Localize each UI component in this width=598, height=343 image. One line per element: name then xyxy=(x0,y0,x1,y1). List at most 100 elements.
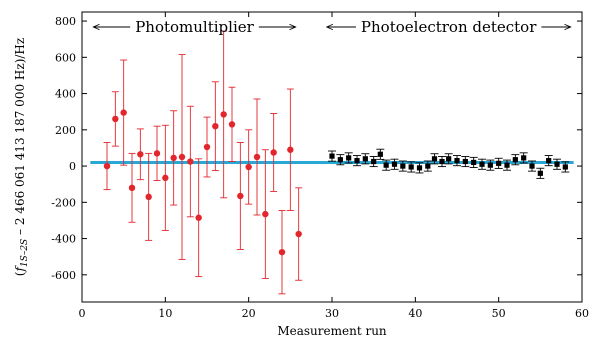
marker-circle xyxy=(278,248,286,256)
marker-circle xyxy=(228,121,236,128)
data-point xyxy=(503,159,511,171)
marker-square xyxy=(504,162,510,168)
data-point xyxy=(444,153,453,165)
x-axis-label: Measurement run xyxy=(277,324,387,338)
data-point xyxy=(236,142,244,250)
data-point xyxy=(407,161,416,173)
marker-square xyxy=(529,163,535,169)
data-point xyxy=(553,158,561,170)
y-tick-label: -600 xyxy=(51,269,76,282)
data-point xyxy=(461,156,470,168)
marker-square xyxy=(546,158,552,164)
marker-circle xyxy=(253,153,261,161)
data-point xyxy=(511,154,520,166)
region: Photomultiplier xyxy=(93,18,295,36)
marker-square xyxy=(362,156,368,162)
marker-square xyxy=(521,155,527,161)
data-point xyxy=(328,150,336,162)
marker-circle xyxy=(145,193,152,201)
marker-square xyxy=(454,158,460,164)
y-tick-label: -400 xyxy=(51,233,76,246)
y-tick-label: 200 xyxy=(55,124,76,137)
marker-square xyxy=(371,158,377,165)
data-point xyxy=(561,161,570,173)
x-tick-label: 10 xyxy=(158,307,172,320)
data-point xyxy=(161,124,169,231)
data-point xyxy=(376,148,385,160)
data-point xyxy=(220,30,228,199)
data-point xyxy=(170,110,178,206)
marker-square xyxy=(471,159,477,166)
marker-square xyxy=(400,163,406,169)
data-point xyxy=(145,152,153,241)
data-point xyxy=(195,158,203,278)
x-tick-label: 20 xyxy=(242,307,256,320)
region: Photoelectron detector xyxy=(327,18,571,36)
marker-square xyxy=(487,162,493,168)
region-label: Photoelectron detector xyxy=(361,18,537,36)
marker-square xyxy=(416,165,423,171)
marker-circle xyxy=(287,146,294,153)
data-point xyxy=(494,157,503,169)
marker-square xyxy=(431,156,438,162)
data-point xyxy=(486,159,495,171)
marker-circle xyxy=(120,109,127,116)
y-axis-label-rest: – 2 466 061 413 187 000 Hz)/Hz xyxy=(13,38,27,239)
data-point xyxy=(398,160,407,172)
data-point xyxy=(186,105,194,218)
y-tick-label: -200 xyxy=(51,196,76,209)
data-point xyxy=(286,88,294,211)
data-point xyxy=(120,59,128,166)
data-point xyxy=(203,116,211,178)
marker-circle xyxy=(195,214,202,221)
marker-square xyxy=(346,155,352,161)
y-axis-label-subscript: 1S–2S xyxy=(20,239,30,267)
marker-square xyxy=(354,158,360,164)
marker-circle xyxy=(270,149,277,156)
data-point xyxy=(438,156,446,168)
marker-circle xyxy=(178,153,186,161)
x-tick-label: 60 xyxy=(575,307,589,320)
plot-area xyxy=(90,30,574,295)
marker-circle xyxy=(153,150,161,157)
data-point xyxy=(369,156,378,168)
marker-square xyxy=(337,157,343,163)
data-point xyxy=(453,155,461,167)
data-point xyxy=(361,153,370,165)
marker-square xyxy=(462,158,468,165)
data-point xyxy=(469,156,478,168)
data-point xyxy=(415,162,424,174)
marker-square xyxy=(496,160,502,166)
marker-circle xyxy=(137,151,144,158)
data-point xyxy=(111,91,119,147)
marker-square xyxy=(512,157,518,163)
marker-circle xyxy=(128,184,136,192)
marker-square xyxy=(425,163,431,169)
marker-square xyxy=(408,164,414,170)
data-point xyxy=(211,81,219,172)
data-point xyxy=(253,98,261,216)
data-point xyxy=(528,160,536,172)
marker-square xyxy=(479,161,485,167)
data-point xyxy=(353,155,361,167)
region-label: Photomultiplier xyxy=(135,18,254,36)
marker-square xyxy=(383,162,389,168)
data-point xyxy=(278,210,286,295)
marker-circle xyxy=(295,230,302,238)
marker-circle xyxy=(237,192,244,200)
data-point xyxy=(261,149,269,279)
data-point xyxy=(270,113,278,192)
series-circle xyxy=(103,30,303,295)
data-point xyxy=(382,159,391,171)
y-tick-label: 800 xyxy=(55,15,76,28)
marker-circle xyxy=(170,154,177,162)
x-tick-label: 50 xyxy=(492,307,506,320)
data-point xyxy=(295,187,303,281)
data-point xyxy=(536,167,545,179)
marker-circle xyxy=(103,162,111,170)
data-point xyxy=(178,54,186,260)
axes: 0 10 20 30 40 50 60 -600 -400 -200 0 200 400 600 800 xyxy=(51,12,589,320)
marker-square xyxy=(537,170,543,176)
marker-square xyxy=(439,158,445,165)
marker-circle xyxy=(212,122,219,130)
